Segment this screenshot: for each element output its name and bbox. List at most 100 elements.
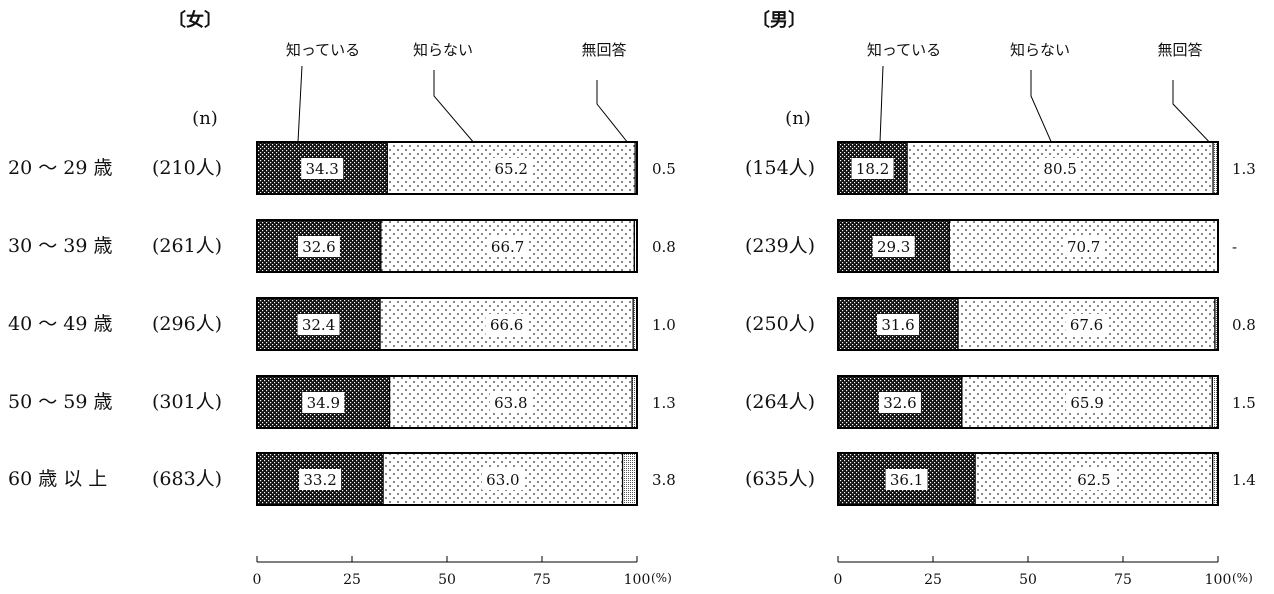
- sample-size-label: (210人): [152, 157, 222, 179]
- age-group-label: 20 ～ 29 歳: [8, 157, 112, 179]
- value-label-bg: [885, 469, 928, 490]
- sample-size-label: (264人): [745, 391, 815, 413]
- sample-size-label: (635人): [745, 468, 815, 490]
- bar-outline: [256, 219, 638, 273]
- x-tick-label: 100: [1205, 572, 1232, 588]
- age-group-label: 60 歳 以 上: [8, 468, 107, 490]
- value-label: 63.0: [486, 471, 519, 489]
- value-label: 80.5: [1043, 160, 1076, 178]
- value-label: 33.2: [303, 471, 336, 489]
- legend-leader-line: [297, 65, 303, 143]
- sample-size-label: (296人): [152, 313, 222, 335]
- value-label-bg: [485, 314, 528, 335]
- x-tick-label: 50: [438, 572, 456, 588]
- no-answer-value-label: 0.5: [652, 160, 676, 178]
- value-label-bg: [297, 314, 340, 335]
- women-legend-label: 無回答: [581, 41, 626, 59]
- x-tick-label: 100: [624, 572, 651, 588]
- x-tick-label: 0: [834, 572, 843, 588]
- value-label: 63.8: [494, 394, 527, 412]
- value-label: 67.6: [1070, 316, 1103, 334]
- no-answer-value-label: 1.3: [1232, 160, 1256, 178]
- value-label-bg: [1066, 392, 1109, 413]
- value-label: 32.6: [883, 394, 916, 412]
- value-label-bg: [302, 392, 345, 413]
- no-answer-value-label: 1.3: [652, 394, 676, 412]
- legend-leader-line: [1172, 80, 1216, 149]
- value-label: 65.2: [495, 160, 528, 178]
- women-n-header: (n): [192, 108, 218, 129]
- value-label: 29.3: [877, 238, 910, 256]
- value-label-bg: [486, 236, 529, 257]
- bar-outline: [837, 452, 1219, 506]
- value-label-bg: [297, 236, 340, 257]
- women-legend-label: 知っている: [286, 41, 360, 59]
- x-tick-label: 50: [1019, 572, 1037, 588]
- value-label: 31.6: [881, 316, 914, 334]
- sample-size-label: (239人): [745, 235, 815, 257]
- men-n-header: (n): [785, 108, 811, 129]
- men-panel-title: 〔男〕: [752, 10, 806, 31]
- value-label-bg: [851, 158, 894, 179]
- sample-size-label: (301人): [152, 391, 222, 413]
- age-group-label: 40 ～ 49 歳: [8, 313, 112, 335]
- x-tick-label: 25: [343, 572, 361, 588]
- sample-size-label: (250人): [745, 313, 815, 335]
- women-panel-title: 〔女〕: [168, 9, 222, 31]
- value-label: 66.7: [491, 238, 524, 256]
- value-label-bg: [1072, 469, 1115, 490]
- men-legend-label: 無回答: [1157, 41, 1202, 59]
- value-label-bg: [299, 469, 342, 490]
- value-label-bg: [878, 392, 921, 413]
- x-tick-label: 25: [924, 572, 942, 588]
- legend-leader-line: [879, 65, 884, 143]
- value-label: 66.6: [490, 316, 523, 334]
- no-answer-value-label: -: [1232, 238, 1237, 256]
- bar-outline: [837, 375, 1219, 429]
- legend-leader-line: [596, 80, 633, 149]
- value-label: 18.2: [856, 160, 889, 178]
- bar-outline: [837, 297, 1219, 351]
- men-legend-label: 知らない: [1010, 41, 1070, 59]
- women-legend-label: 知らない: [413, 41, 473, 59]
- x-unit-label: (%): [651, 571, 672, 585]
- x-unit-label: (%): [1232, 571, 1253, 585]
- value-label: 34.3: [305, 160, 338, 178]
- x-tick-label: 75: [1114, 572, 1132, 588]
- no-answer-value-label: 3.8: [652, 471, 676, 489]
- value-label: 65.9: [1070, 394, 1103, 412]
- no-answer-value-label: 0.8: [652, 238, 676, 256]
- value-label: 36.1: [890, 471, 923, 489]
- no-answer-value-label: 1.0: [652, 316, 676, 334]
- no-answer-value-label: 0.8: [1232, 316, 1256, 334]
- no-answer-value-label: 1.5: [1232, 394, 1256, 412]
- value-label-bg: [301, 158, 344, 179]
- value-label-bg: [490, 158, 533, 179]
- sample-size-label: (261人): [152, 235, 222, 257]
- bar-outline: [256, 141, 638, 195]
- no-answer-value-label: 1.4: [1232, 471, 1256, 489]
- value-label-bg: [1065, 314, 1108, 335]
- age-group-label: 30 ～ 39 歳: [8, 235, 112, 257]
- x-tick-label: 75: [533, 572, 551, 588]
- value-label-bg: [872, 236, 915, 257]
- value-label: 70.7: [1067, 238, 1100, 256]
- bar-outline: [256, 297, 638, 351]
- bar-outline: [837, 141, 1219, 195]
- value-label-bg: [489, 392, 532, 413]
- value-label: 34.9: [307, 394, 340, 412]
- value-label: 62.5: [1077, 471, 1110, 489]
- bar-outline: [256, 452, 638, 506]
- sample-size-label: (683人): [152, 468, 222, 490]
- value-label-bg: [1039, 158, 1082, 179]
- age-group-label: 50 ～ 59 歳: [8, 391, 112, 413]
- value-label: 32.4: [302, 316, 335, 334]
- value-label-bg: [481, 469, 524, 490]
- bar-outline: [256, 375, 638, 429]
- value-label: 32.6: [302, 238, 335, 256]
- bar-segment-2: [621, 452, 638, 506]
- value-label-bg: [877, 314, 920, 335]
- bar-outline: [837, 219, 1219, 273]
- value-label-bg: [1062, 236, 1105, 257]
